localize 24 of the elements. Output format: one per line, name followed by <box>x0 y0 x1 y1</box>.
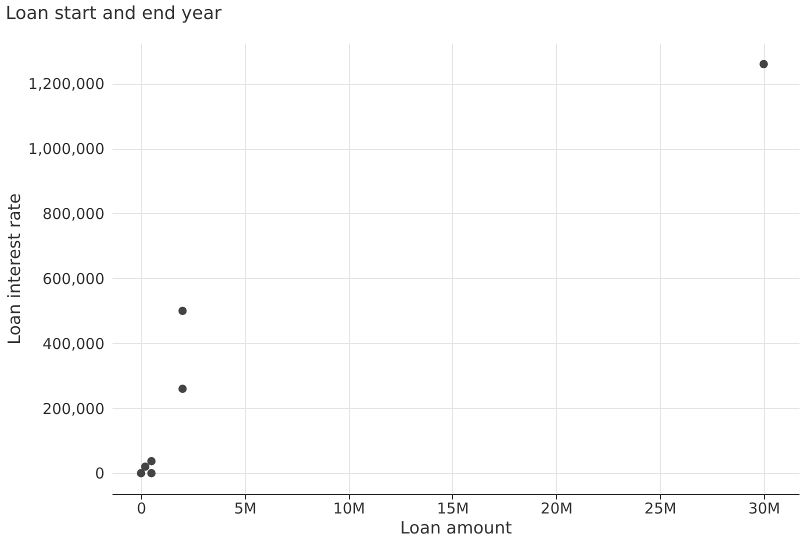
x-axis-title: Loan amount <box>400 518 512 538</box>
y-tick-label: 1,000,000 <box>28 140 104 158</box>
x-tick-label: 5M <box>234 500 257 518</box>
point <box>178 384 187 393</box>
x-tick-label: 25M <box>644 500 676 518</box>
y-tick-label: 400,000 <box>42 334 104 353</box>
y-tick-label: 600,000 <box>42 270 104 288</box>
y-tick-label: 200,000 <box>42 400 104 418</box>
y-tick-label: 1,200,000 <box>28 75 104 94</box>
y-tick-label: 800,000 <box>42 204 104 223</box>
point <box>760 60 768 68</box>
x-tick-label: 0 <box>136 500 146 518</box>
point <box>147 457 156 466</box>
x-tick-label: 20M <box>540 500 573 518</box>
point <box>136 469 146 478</box>
x-tick-label: 10M <box>333 500 366 518</box>
y-tick-label: 0 <box>94 464 104 483</box>
point <box>147 469 156 478</box>
chart-title: Loan start and end year <box>6 3 222 24</box>
x-tick-label: 15M <box>436 500 469 518</box>
point <box>178 306 187 316</box>
point <box>141 462 150 471</box>
x-tick-label: 30M <box>748 500 780 518</box>
y-axis-title: Loan interest rate <box>5 193 26 345</box>
